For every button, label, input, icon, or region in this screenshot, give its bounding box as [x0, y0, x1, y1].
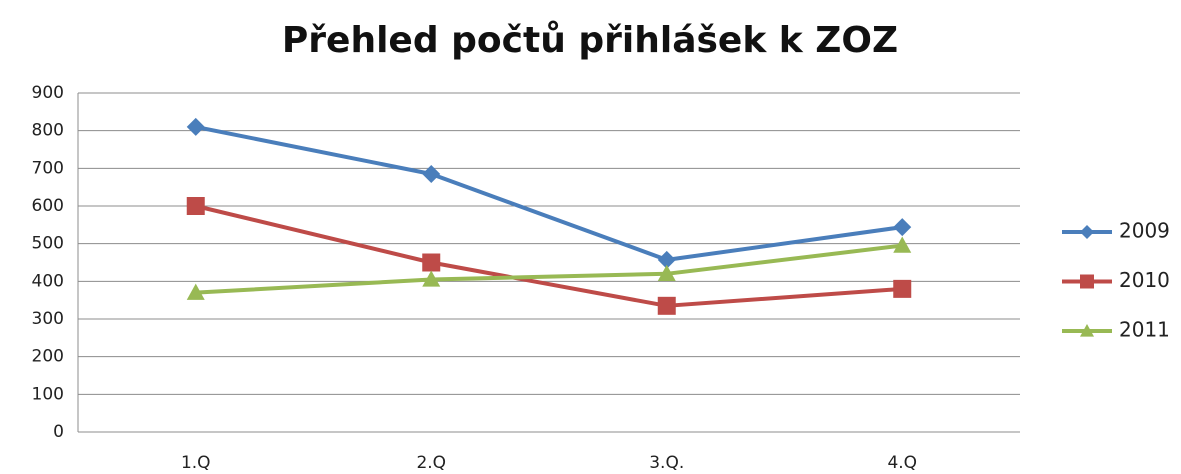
legend-marker — [1080, 324, 1094, 337]
marker — [893, 218, 912, 237]
marker — [657, 250, 676, 269]
y-tick-label: 300 — [32, 309, 64, 329]
marker — [657, 296, 676, 315]
series-line — [195, 124, 903, 262]
marker — [186, 283, 205, 300]
series-line — [195, 243, 903, 295]
legend-marker — [1080, 225, 1094, 239]
marker — [422, 164, 441, 183]
y-tick-label: 500 — [32, 234, 64, 254]
x-tick-label: 1.Q — [181, 453, 211, 473]
y-tick-label: 700 — [32, 158, 64, 178]
legend-label: 2011 — [1119, 318, 1170, 342]
marker — [422, 270, 441, 287]
y-tick-label: 400 — [32, 271, 64, 291]
y-tick-label: 600 — [32, 196, 64, 216]
legend-marker — [1080, 274, 1094, 289]
y-tick-label: 0 — [53, 422, 64, 442]
y-tick-label: 100 — [32, 384, 64, 404]
marker — [186, 197, 205, 215]
marker — [893, 279, 912, 298]
x-tick-label: 2.Q — [416, 453, 446, 473]
x-tick-label: 4.Q — [887, 453, 917, 473]
y-tick-label: 800 — [32, 121, 64, 141]
x-tick-label: 3.Q. — [649, 453, 684, 473]
legend-label: 2009 — [1119, 219, 1170, 243]
y-tick-label: 900 — [32, 83, 64, 103]
y-tick-label: 200 — [32, 347, 64, 367]
legend-label: 2010 — [1119, 268, 1170, 292]
series-line — [195, 204, 903, 308]
marker — [186, 117, 205, 136]
chart-title: Přehled počtů přihlášek k ZOZ — [282, 20, 898, 61]
marker — [893, 236, 912, 253]
marker — [657, 264, 676, 281]
marker — [422, 253, 441, 272]
